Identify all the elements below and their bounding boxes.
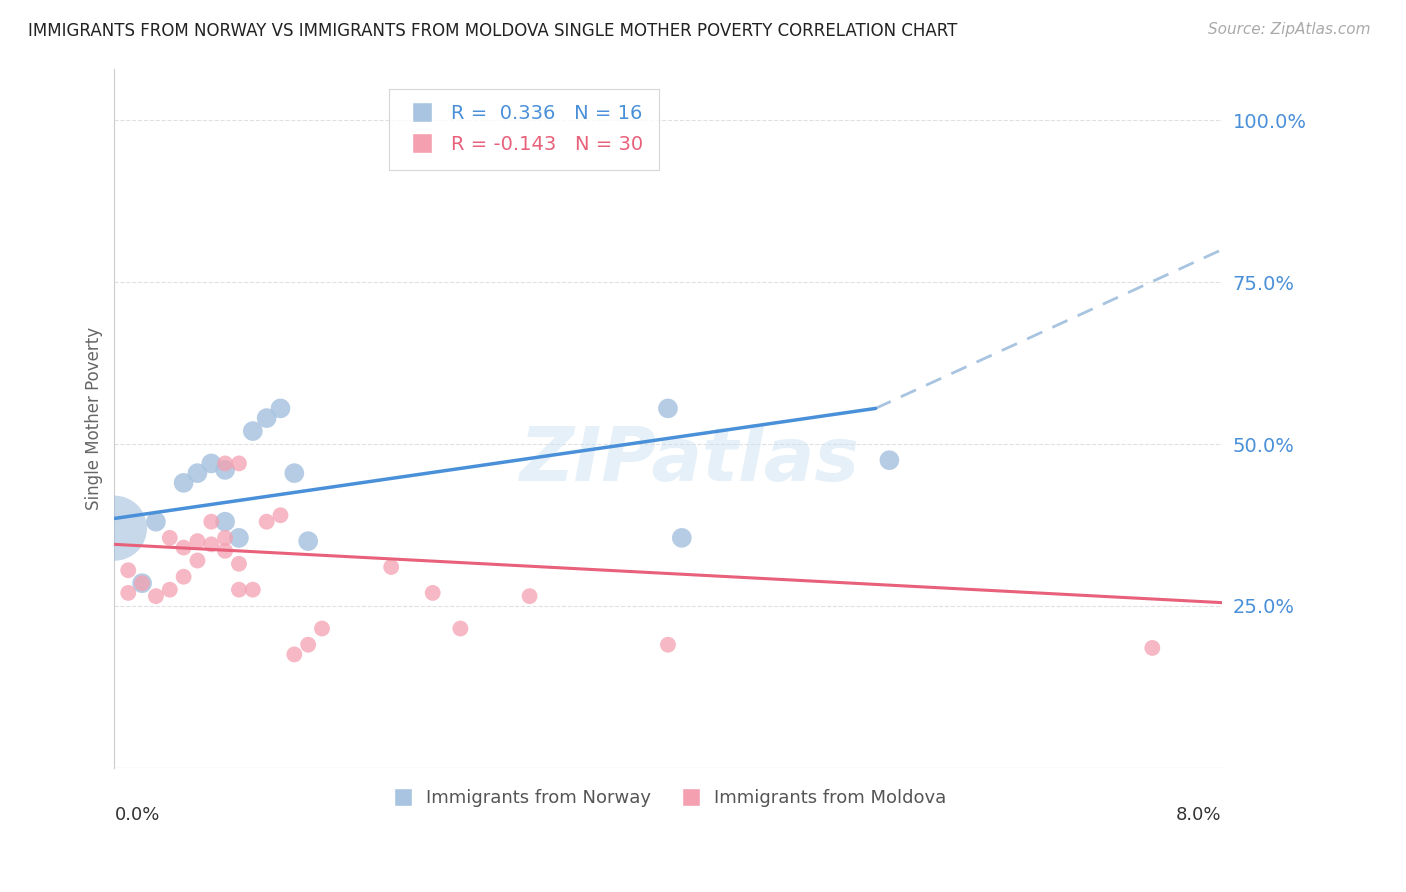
Point [228, 557, 250, 571]
Point [200, 537, 222, 551]
Point [256, 411, 278, 425]
Point [242, 582, 264, 597]
Point [173, 570, 195, 584]
Point [449, 622, 471, 636]
Point [879, 453, 901, 467]
Point [103, 521, 125, 535]
Point [269, 401, 291, 416]
Point [380, 560, 402, 574]
Point [671, 531, 693, 545]
Point [283, 648, 305, 662]
Point [657, 638, 679, 652]
Point [159, 582, 181, 597]
Point [214, 515, 236, 529]
Point [269, 508, 291, 523]
Point [297, 638, 319, 652]
Point [228, 582, 250, 597]
Text: 0.0%: 0.0% [114, 806, 160, 824]
Point [228, 457, 250, 471]
Point [242, 424, 264, 438]
Point [159, 531, 181, 545]
Point [214, 457, 236, 471]
Point [131, 576, 153, 591]
Point [145, 515, 167, 529]
Point [173, 475, 195, 490]
Point [1142, 640, 1164, 655]
Point [297, 534, 319, 549]
Point [228, 531, 250, 545]
Point [131, 576, 153, 591]
Text: Source: ZipAtlas.com: Source: ZipAtlas.com [1208, 22, 1371, 37]
Point [186, 534, 208, 549]
Text: ZIPatlas: ZIPatlas [520, 424, 860, 497]
Point [200, 515, 222, 529]
Text: IMMIGRANTS FROM NORWAY VS IMMIGRANTS FROM MOLDOVA SINGLE MOTHER POVERTY CORRELAT: IMMIGRANTS FROM NORWAY VS IMMIGRANTS FRO… [28, 22, 957, 40]
Y-axis label: Single Mother Poverty: Single Mother Poverty [86, 326, 103, 509]
Point [283, 466, 305, 480]
Point [173, 541, 195, 555]
Point [186, 466, 208, 480]
Point [214, 544, 236, 558]
Point [519, 589, 541, 603]
Point [117, 563, 139, 577]
Point [214, 531, 236, 545]
Point [214, 463, 236, 477]
Point [657, 401, 679, 416]
Point [311, 622, 333, 636]
Point [256, 515, 278, 529]
Text: 8.0%: 8.0% [1175, 806, 1222, 824]
Legend: Immigrants from Norway, Immigrants from Moldova: Immigrants from Norway, Immigrants from … [382, 782, 953, 814]
Point [145, 589, 167, 603]
Point [200, 457, 222, 471]
Point [186, 553, 208, 567]
Point [422, 586, 444, 600]
Point [117, 586, 139, 600]
